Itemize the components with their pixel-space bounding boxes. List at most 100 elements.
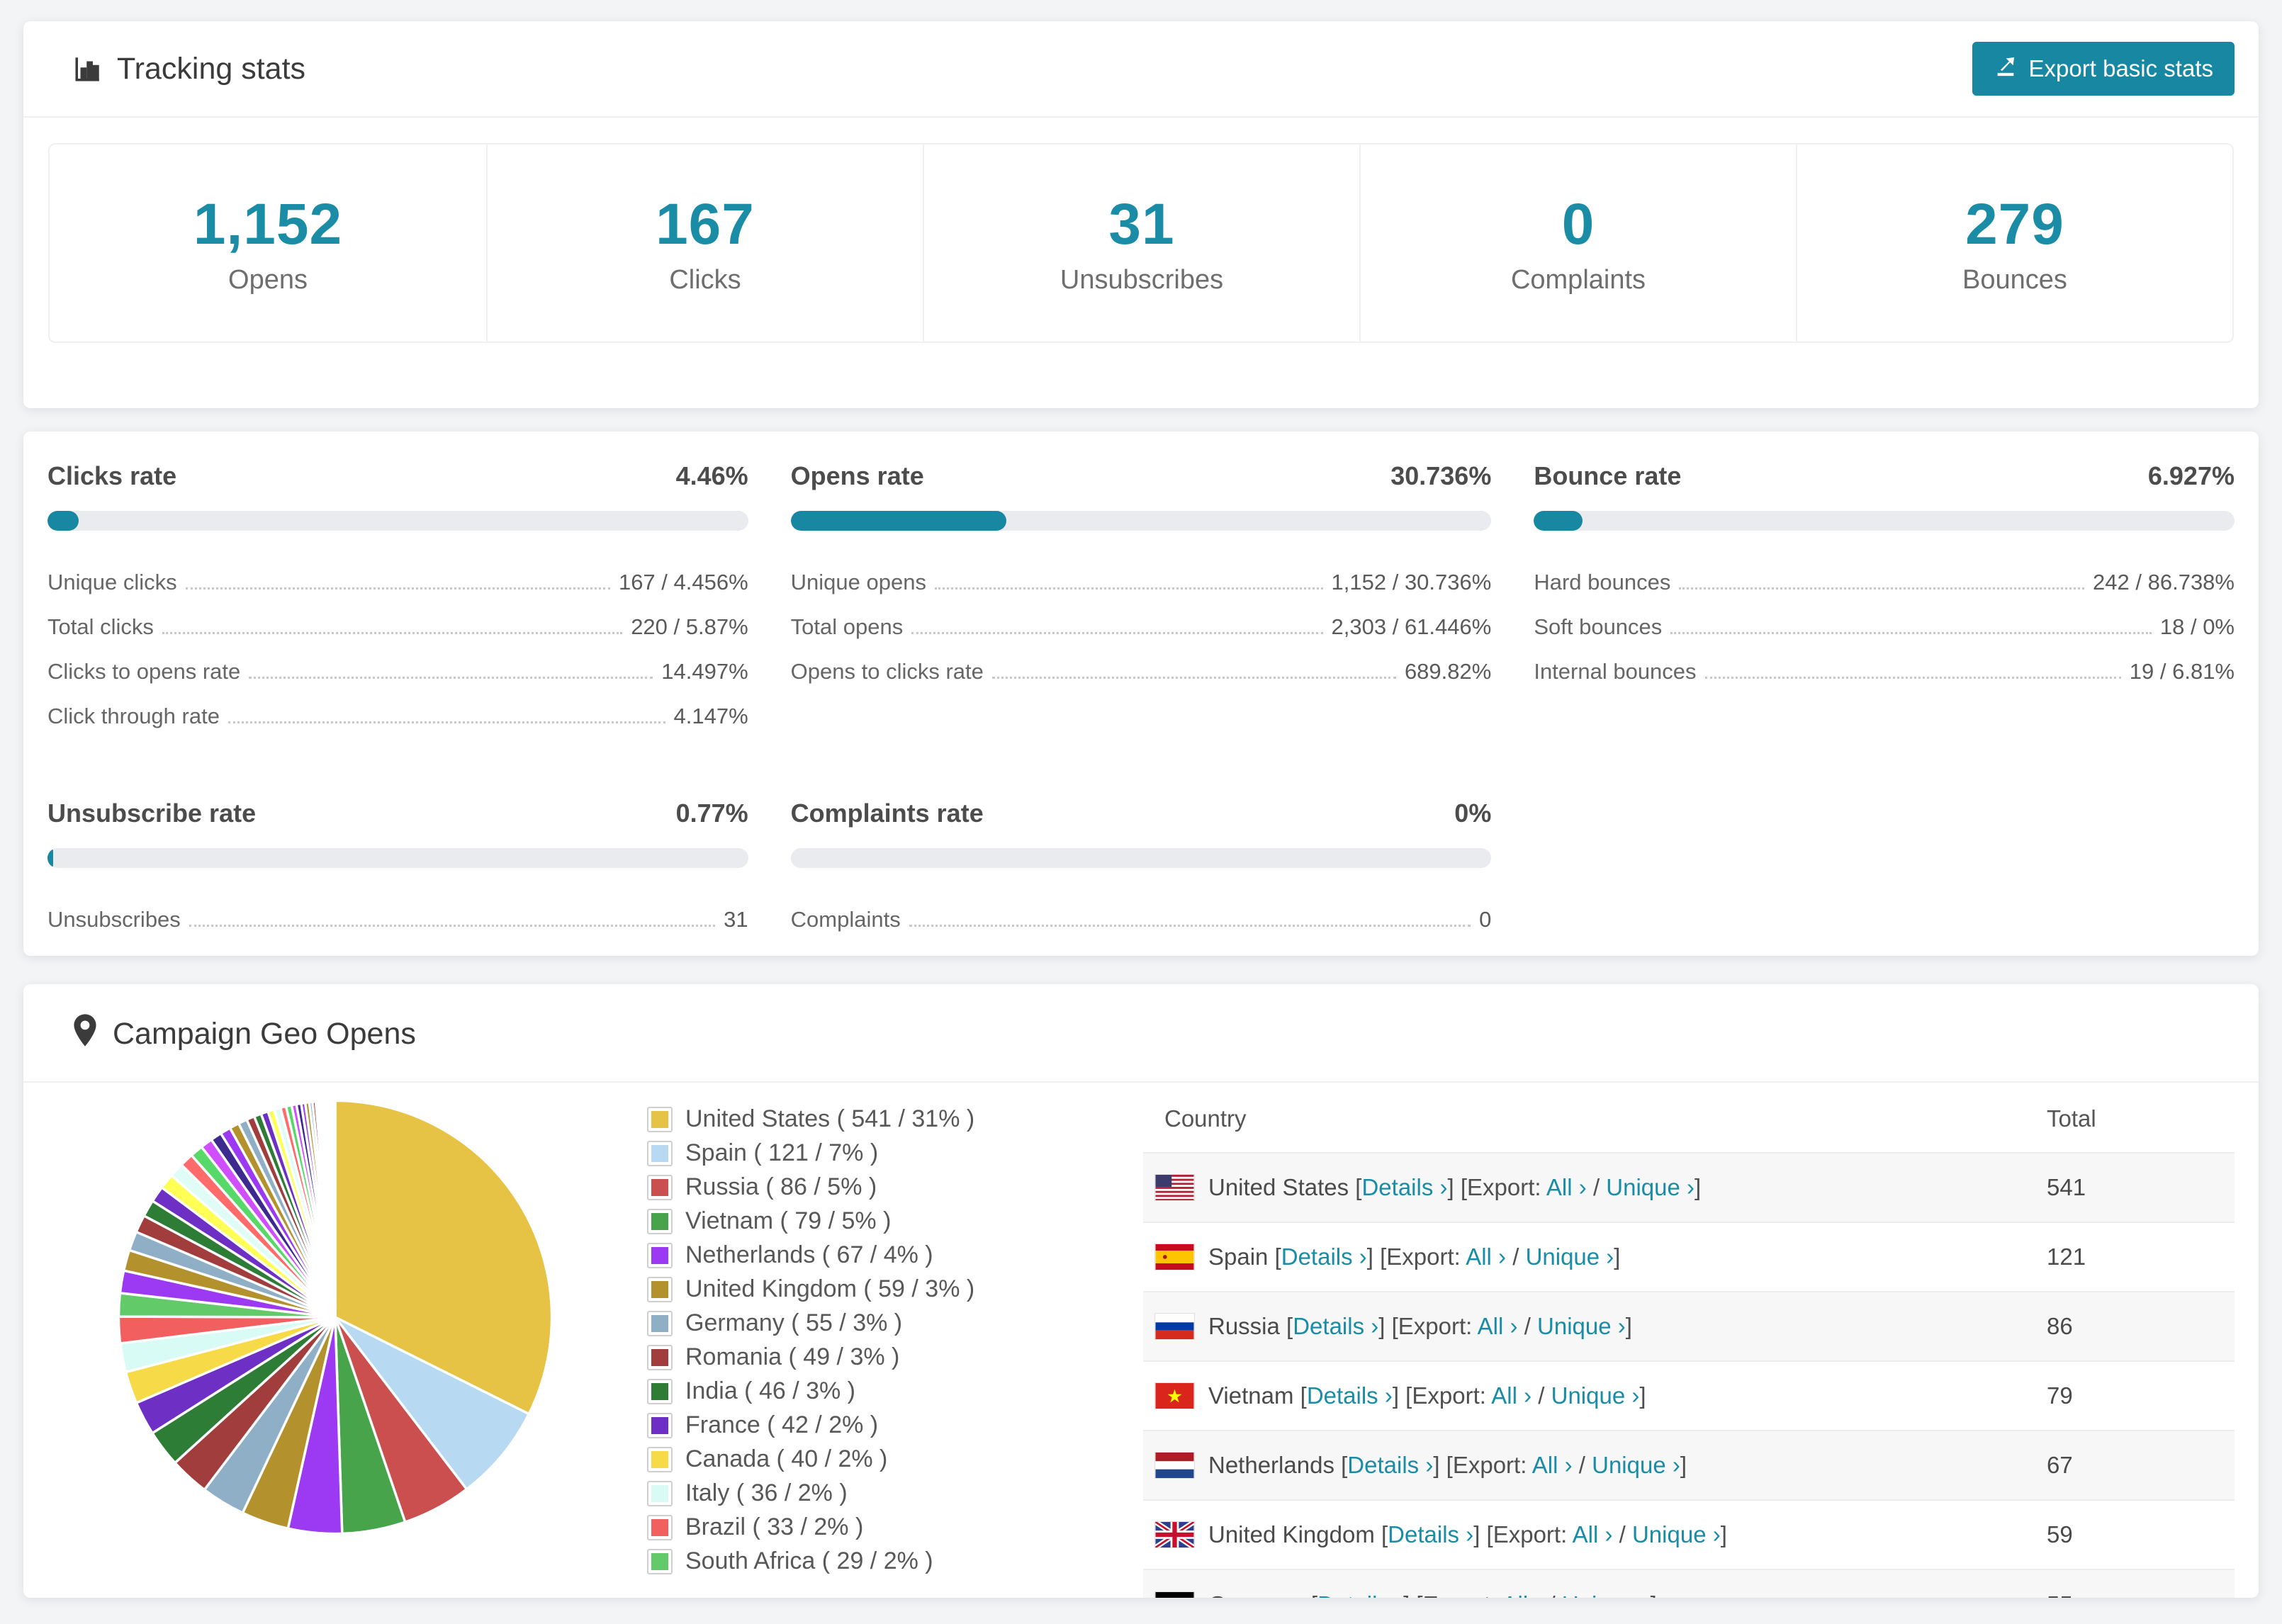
stat-bounces-label: Bounces xyxy=(1962,264,2067,295)
geo-content: United States ( 541 / 31% ) Spain ( 121 … xyxy=(23,1083,2259,1598)
tracking-stats-header: Tracking stats Export basic stats xyxy=(23,21,2259,118)
legend-item: Vietnam ( 79 / 5% ) xyxy=(647,1207,1143,1235)
clicks-rate-title: Clicks rate xyxy=(47,461,177,490)
complaints-rate-value: 0% xyxy=(1454,799,1492,828)
export-all-link[interactable]: All › xyxy=(1502,1591,1543,1598)
legend-swatch xyxy=(647,1480,673,1506)
flag-russia-icon xyxy=(1154,1313,1208,1340)
unsubscribe-rate-value: 0.77% xyxy=(675,799,748,828)
legend-swatch xyxy=(647,1276,673,1302)
tracking-stats-card: Tracking stats Export basic stats 1,152 … xyxy=(23,21,2259,408)
flag-vietnam-icon xyxy=(1154,1382,1208,1409)
bounce-rate-section: Bounce rate 6.927% Hard bounces 242 / 86.… xyxy=(1534,461,2235,748)
geo-pie-chart xyxy=(23,1094,647,1540)
export-button-label: Export basic stats xyxy=(2028,55,2213,81)
export-all-link[interactable]: All › xyxy=(1466,1244,1507,1270)
clicks-rate-section: Clicks rate 4.46% Unique clicks 167 / 4.4… xyxy=(47,461,748,748)
unsubscribe-rate-title: Unsubscribe rate xyxy=(47,799,257,828)
legend-item: Netherlands ( 67 / 4% ) xyxy=(647,1241,1143,1269)
flag-united-states-icon xyxy=(1154,1174,1208,1201)
details-link[interactable]: Details › xyxy=(1306,1382,1393,1409)
stat-complaints: 0 Complaints xyxy=(1359,145,1796,342)
legend-swatch xyxy=(647,1174,673,1200)
details-link[interactable]: Details › xyxy=(1293,1313,1379,1339)
stat-row: Unique opens 1,152 / 30.736% xyxy=(790,570,1492,594)
legend-item: Russia ( 86 / 5% ) xyxy=(647,1173,1143,1201)
export-unique-link[interactable]: Unique › xyxy=(1592,1452,1680,1478)
stat-row: Complaints 0 xyxy=(790,907,1492,932)
legend-swatch xyxy=(647,1548,673,1574)
clicks-rate-bar xyxy=(47,511,748,531)
legend-swatch xyxy=(647,1310,673,1336)
export-unique-link[interactable]: Unique › xyxy=(1525,1244,1614,1270)
legend-item: United States ( 541 / 31% ) xyxy=(647,1105,1143,1133)
export-unique-link[interactable]: Unique › xyxy=(1537,1313,1626,1339)
legend-swatch xyxy=(647,1412,673,1438)
legend-item: Brazil ( 33 / 2% ) xyxy=(647,1513,1143,1541)
legend-item: India ( 46 / 3% ) xyxy=(647,1377,1143,1405)
stat-row: Total clicks 220 / 5.87% xyxy=(47,614,748,639)
column-header-total: Total xyxy=(2047,1105,2096,1132)
stat-bounces-value: 279 xyxy=(1965,191,2064,256)
export-all-link[interactable]: All › xyxy=(1572,1521,1613,1547)
geo-opens-header: Campaign Geo Opens xyxy=(23,984,2259,1083)
legend-item: Italy ( 36 / 2% ) xyxy=(647,1479,1143,1507)
stat-clicks: 167 Clicks xyxy=(486,145,923,342)
bar-chart-icon xyxy=(73,54,103,84)
geo-table: Country Total United States [Details ›] … xyxy=(1143,1093,2235,1598)
stat-row: Soft bounces 18 / 0% xyxy=(1534,614,2235,639)
details-link[interactable]: Details › xyxy=(1317,1591,1403,1598)
stat-opens-label: Opens xyxy=(228,264,308,295)
stat-unsubscribes: 31 Unsubscribes xyxy=(923,145,1359,342)
flag-germany-icon xyxy=(1154,1591,1208,1598)
bounce-rate-title: Bounce rate xyxy=(1534,461,1682,490)
export-unique-link[interactable]: Unique › xyxy=(1551,1382,1640,1409)
stat-row: Click through rate 4.147% xyxy=(47,704,748,728)
table-row-united-kingdom: United Kingdom [Details ›] [Export: All … xyxy=(1143,1500,2235,1569)
export-unique-link[interactable]: Unique › xyxy=(1562,1591,1651,1598)
legend-swatch xyxy=(647,1106,673,1132)
stat-unsubscribes-label: Unsubscribes xyxy=(1060,264,1224,295)
table-row-vietnam: Vietnam [Details ›] [Export: All › / Uni… xyxy=(1143,1361,2235,1431)
details-link[interactable]: Details › xyxy=(1281,1244,1367,1270)
page-title: Tracking stats xyxy=(73,52,305,86)
export-all-link[interactable]: All › xyxy=(1531,1452,1573,1478)
rates-card: Clicks rate 4.46% Unique clicks 167 / 4.4… xyxy=(23,432,2259,956)
stat-row: Unsubscribes 31 xyxy=(47,907,748,932)
details-link[interactable]: Details › xyxy=(1388,1521,1474,1547)
stat-unsubscribes-value: 31 xyxy=(1108,191,1175,256)
stat-row: Opens to clicks rate 689.82% xyxy=(790,659,1492,684)
flag-netherlands-icon xyxy=(1154,1452,1208,1479)
export-all-link[interactable]: All › xyxy=(1546,1174,1587,1200)
stat-row: Total opens 2,303 / 61.446% xyxy=(790,614,1492,639)
opens-rate-bar xyxy=(790,511,1492,531)
bounce-rate-bar xyxy=(1534,511,2235,531)
export-all-link[interactable]: All › xyxy=(1477,1313,1518,1339)
geo-pie-svg xyxy=(117,1099,553,1535)
export-basic-stats-button[interactable]: Export basic stats xyxy=(1972,42,2235,96)
details-link[interactable]: Details › xyxy=(1361,1174,1448,1200)
flag-spain-icon xyxy=(1154,1244,1208,1270)
summary-stats-strip: 1,152 Opens 167 Clicks 31 Unsubscribes 0… xyxy=(48,143,2234,343)
export-all-link[interactable]: All › xyxy=(1491,1382,1532,1409)
stat-row: Clicks to opens rate 14.497% xyxy=(47,659,748,684)
map-pin-icon xyxy=(73,1014,97,1054)
details-link[interactable]: Details › xyxy=(1347,1452,1434,1478)
export-unique-link[interactable]: Unique › xyxy=(1631,1521,1721,1547)
stat-opens-value: 1,152 xyxy=(193,191,343,256)
stat-clicks-value: 167 xyxy=(656,191,755,256)
stat-opens: 1,152 Opens xyxy=(50,145,486,342)
legend-item: Spain ( 121 / 7% ) xyxy=(647,1139,1143,1167)
table-row-spain: Spain [Details ›] [Export: All › / Uniqu… xyxy=(1143,1222,2235,1292)
legend-item: Canada ( 40 / 2% ) xyxy=(647,1445,1143,1473)
opens-rate-title: Opens rate xyxy=(790,461,924,490)
table-row-russia: Russia [Details ›] [Export: All › / Uniq… xyxy=(1143,1292,2235,1361)
table-row-united-states: United States [Details ›] [Export: All ›… xyxy=(1143,1153,2235,1222)
legend-item: Romania ( 49 / 3% ) xyxy=(647,1343,1143,1371)
export-unique-link[interactable]: Unique › xyxy=(1606,1174,1695,1200)
page-title-label: Tracking stats xyxy=(117,51,306,86)
stat-complaints-label: Complaints xyxy=(1510,264,1646,295)
bounce-rate-value: 6.927% xyxy=(2147,461,2235,490)
table-row-germany: Germany [Details ›] [Export: All › / Uni… xyxy=(1143,1569,2235,1598)
